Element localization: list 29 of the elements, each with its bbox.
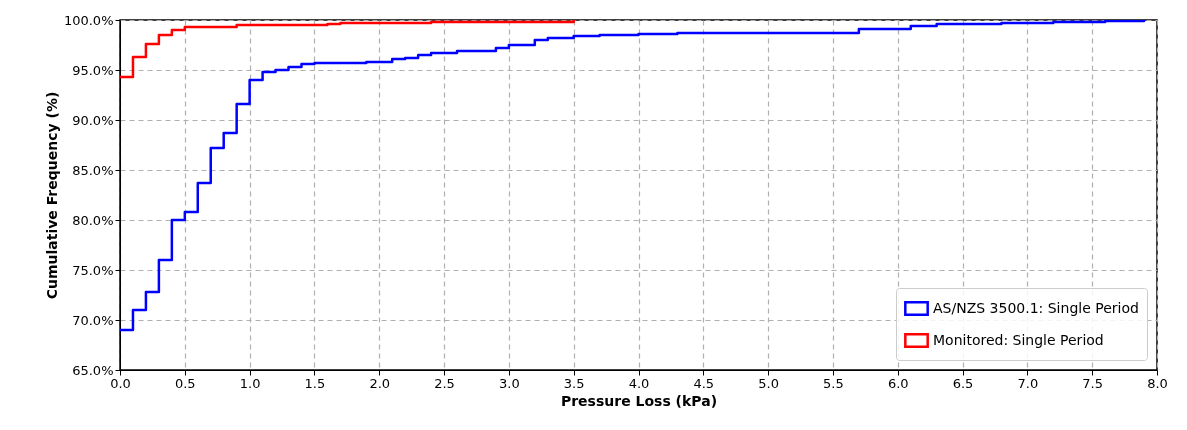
x-tick-label: 8.0	[1147, 375, 1168, 391]
y-tick-label: 85.0%	[72, 162, 114, 178]
y-tick-label: 65.0%	[72, 362, 114, 378]
x-tick-label: 0.0	[110, 375, 131, 391]
x-tick-label: 5.5	[823, 375, 844, 391]
x-tick-label: 7.5	[1082, 375, 1104, 391]
x-tick-label: 2.0	[369, 375, 391, 391]
y-tick-label: 75.0%	[72, 262, 114, 278]
x-axis-title: Pressure Loss (kPa)	[560, 392, 718, 409]
legend-label: Monitored: Single Period	[933, 331, 1104, 348]
x-tick-label: 6.0	[887, 375, 909, 391]
y-tick-label: 100.0%	[63, 12, 114, 28]
y-tick-label: 80.0%	[72, 212, 114, 228]
x-tick-label: 7.0	[1017, 375, 1039, 391]
x-tick-label: 3.5	[563, 375, 585, 391]
x-tick-label: 5.0	[758, 375, 779, 391]
x-tick-label: 2.5	[434, 375, 455, 391]
x-tick-label: 1.5	[304, 375, 326, 391]
y-tick-label: 95.0%	[72, 62, 114, 78]
legend-label: AS/NZS 3500.1: Single Period	[933, 299, 1139, 316]
x-tick-label: 0.5	[174, 375, 196, 391]
x-tick-label: 6.5	[952, 375, 974, 391]
y-tick-label: 90.0%	[72, 112, 114, 128]
x-tick-label: 4.5	[693, 375, 715, 391]
x-tick-label: 4.0	[628, 375, 650, 391]
x-tick-label: 1.0	[239, 375, 261, 391]
y-axis-title: Cumulative Frequency (%)	[43, 91, 60, 300]
y-tick-label: 70.0%	[72, 312, 114, 328]
x-tick-label: 3.0	[499, 375, 520, 391]
